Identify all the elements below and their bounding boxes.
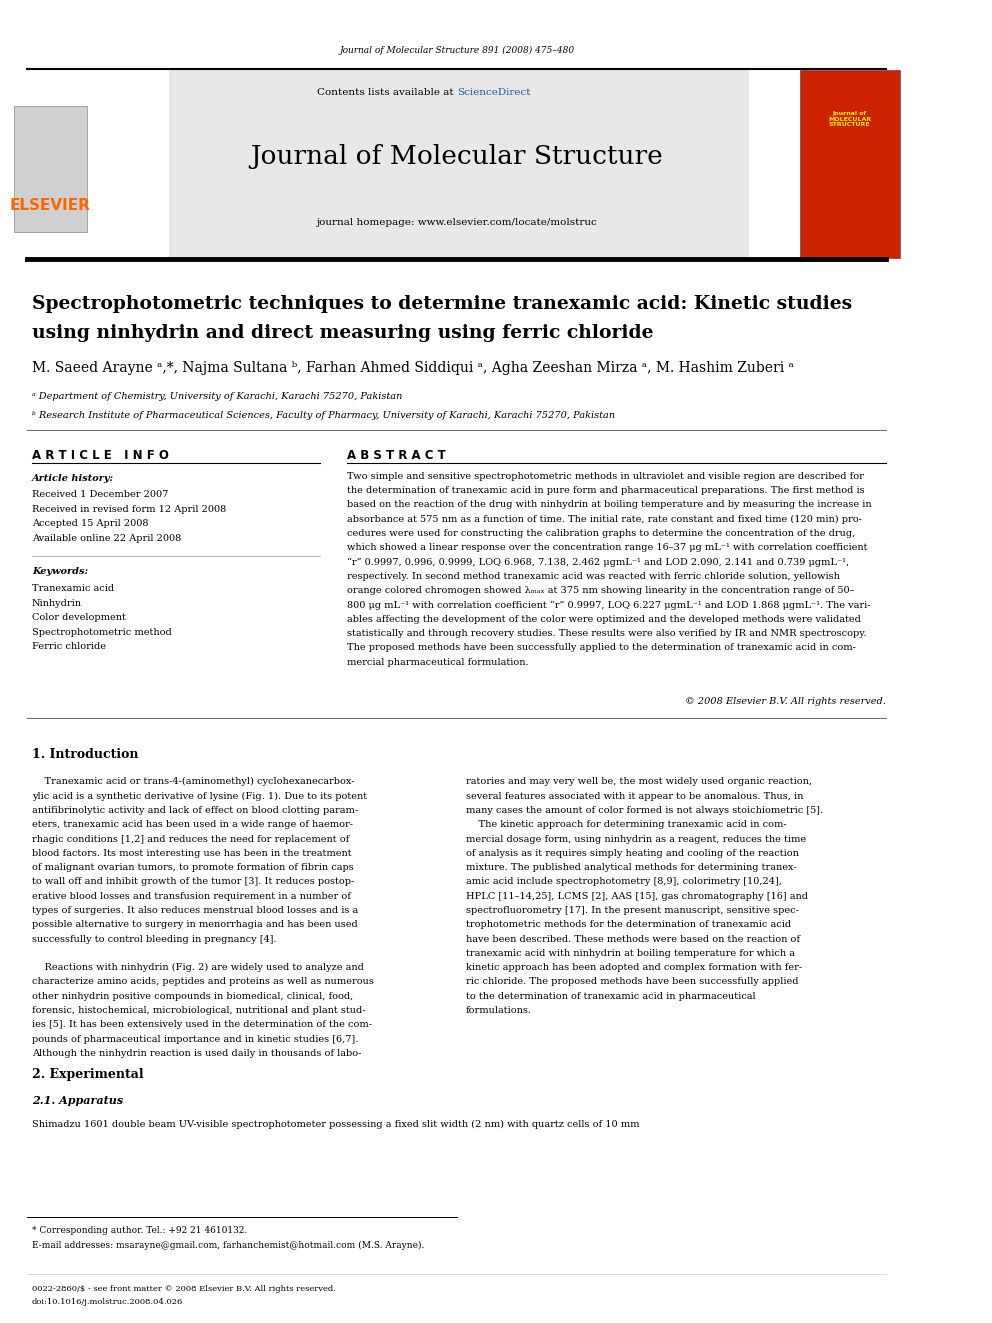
Text: successfully to control bleeding in pregnancy [4].: successfully to control bleeding in preg… — [32, 934, 277, 943]
Text: ᵃ Department of Chemistry, University of Karachi, Karachi 75270, Pakistan: ᵃ Department of Chemistry, University of… — [32, 393, 403, 401]
Text: pounds of pharmaceutical importance and in kinetic studies [6,7].: pounds of pharmaceutical importance and … — [32, 1035, 358, 1044]
Text: ies [5]. It has been extensively used in the determination of the com-: ies [5]. It has been extensively used in… — [32, 1020, 372, 1029]
Text: ric chloride. The proposed methods have been successfully applied: ric chloride. The proposed methods have … — [466, 978, 799, 987]
Text: The proposed methods have been successfully applied to the determination of tran: The proposed methods have been successfu… — [347, 643, 856, 652]
Text: to wall off and inhibit growth of the tumor [3]. It reduces postop-: to wall off and inhibit growth of the tu… — [32, 877, 354, 886]
Text: Available online 22 April 2008: Available online 22 April 2008 — [32, 534, 182, 542]
Text: 0022-2860/$ - see front matter © 2008 Elsevier B.V. All rights reserved.: 0022-2860/$ - see front matter © 2008 El… — [32, 1285, 336, 1293]
Text: Although the ninhydrin reaction is used daily in thousands of labo-: Although the ninhydrin reaction is used … — [32, 1049, 361, 1058]
Text: Ninhydrin: Ninhydrin — [32, 599, 82, 607]
Text: characterize amino acids, peptides and proteins as well as numerous: characterize amino acids, peptides and p… — [32, 978, 374, 987]
Text: Ferric chloride: Ferric chloride — [32, 643, 106, 651]
Text: eters, tranexamic acid has been used in a wide range of haemor-: eters, tranexamic acid has been used in … — [32, 820, 353, 830]
Text: ables affecting the development of the color were optimized and the developed me: ables affecting the development of the c… — [347, 615, 861, 623]
Text: 1. Introduction: 1. Introduction — [32, 747, 139, 761]
Text: the determination of tranexamic acid in pure form and pharmaceutical preparation: the determination of tranexamic acid in … — [347, 486, 865, 495]
Text: cedures were used for constructing the calibration graphs to determine the conce: cedures were used for constructing the c… — [347, 529, 855, 538]
FancyBboxPatch shape — [14, 106, 87, 232]
FancyBboxPatch shape — [169, 70, 749, 258]
Text: mercial pharmaceutical formulation.: mercial pharmaceutical formulation. — [347, 658, 529, 667]
Text: A B S T R A C T: A B S T R A C T — [347, 448, 446, 462]
Text: using ninhydrin and direct measuring using ferric chloride: using ninhydrin and direct measuring usi… — [32, 324, 654, 343]
Text: to the determination of tranexamic acid in pharmaceutical: to the determination of tranexamic acid … — [466, 992, 756, 1000]
Text: Journal of Molecular Structure 891 (2008) 475–480: Journal of Molecular Structure 891 (2008… — [339, 46, 574, 54]
Text: erative blood losses and transfusion requirement in a number of: erative blood losses and transfusion req… — [32, 892, 351, 901]
Text: tranexamic acid with ninhydrin at boiling temperature for which a: tranexamic acid with ninhydrin at boilin… — [466, 949, 795, 958]
Text: 2.1. Apparatus: 2.1. Apparatus — [32, 1095, 123, 1106]
Text: mixture. The published analytical methods for determining tranex-: mixture. The published analytical method… — [466, 863, 797, 872]
Text: “r” 0.9997, 0.996, 0.9999, LOQ 6.968, 7.138, 2.462 μgmL⁻¹ and LOD 2.090, 2.141 a: “r” 0.9997, 0.996, 0.9999, LOQ 6.968, 7.… — [347, 557, 849, 566]
Text: Shimadzu 1601 double beam UV-visible spectrophotometer possessing a fixed slit w: Shimadzu 1601 double beam UV-visible spe… — [32, 1121, 640, 1129]
Text: amic acid include spectrophotometry [8,9], colorimetry [10,24],: amic acid include spectrophotometry [8,9… — [466, 877, 782, 886]
Text: ratories and may very well be, the most widely used organic reaction,: ratories and may very well be, the most … — [466, 778, 812, 786]
Text: Article history:: Article history: — [32, 475, 114, 483]
Text: Contents lists available at: Contents lists available at — [317, 89, 457, 97]
Text: © 2008 Elsevier B.V. All rights reserved.: © 2008 Elsevier B.V. All rights reserved… — [685, 697, 887, 705]
Text: 800 μg mL⁻¹ with correlation coefficient “r” 0.9997, LOQ 6.227 μgmL⁻¹ and LOD 1.: 800 μg mL⁻¹ with correlation coefficient… — [347, 601, 871, 610]
Text: 2. Experimental: 2. Experimental — [32, 1068, 144, 1081]
Text: Tranexamic acid: Tranexamic acid — [32, 585, 114, 593]
Text: Reactions with ninhydrin (Fig. 2) are widely used to analyze and: Reactions with ninhydrin (Fig. 2) are wi… — [32, 963, 364, 972]
Text: Journal of
MOLECULAR
STRUCTURE: Journal of MOLECULAR STRUCTURE — [828, 111, 871, 127]
Text: absorbance at 575 nm as a function of time. The initial rate, rate constant and : absorbance at 575 nm as a function of ti… — [347, 515, 862, 524]
Text: possible alternative to surgery in menorrhagia and has been used: possible alternative to surgery in menor… — [32, 921, 358, 929]
Text: forensic, histochemical, microbiological, nutritional and plant stud-: forensic, histochemical, microbiological… — [32, 1005, 365, 1015]
Text: blood factors. Its most interesting use has been in the treatment: blood factors. Its most interesting use … — [32, 849, 351, 857]
Text: The kinetic approach for determining tranexamic acid in com-: The kinetic approach for determining tra… — [466, 820, 787, 830]
Text: Two simple and sensitive spectrophotometric methods in ultraviolet and visible r: Two simple and sensitive spectrophotomet… — [347, 472, 864, 480]
Text: based on the reaction of the drug with ninhydrin at boiling temperature and by m: based on the reaction of the drug with n… — [347, 500, 872, 509]
Text: HPLC [11–14,25], LCMS [2], AAS [15], gas chromatography [16] and: HPLC [11–14,25], LCMS [2], AAS [15], gas… — [466, 892, 808, 901]
Text: ᵇ Research Institute of Pharmaceutical Sciences, Faculty of Pharmacy, University: ᵇ Research Institute of Pharmaceutical S… — [32, 411, 615, 419]
Text: Spectrophotometric method: Spectrophotometric method — [32, 628, 172, 636]
Text: types of surgeries. It also reduces menstrual blood losses and is a: types of surgeries. It also reduces mens… — [32, 906, 358, 916]
Text: doi:10.1016/j.molstruc.2008.04.026: doi:10.1016/j.molstruc.2008.04.026 — [32, 1298, 184, 1306]
Text: Keywords:: Keywords: — [32, 568, 88, 576]
Text: trophotometric methods for the determination of tranexamic acid: trophotometric methods for the determina… — [466, 921, 792, 929]
Text: spectrofluorometry [17]. In the present manuscript, sensitive spec-: spectrofluorometry [17]. In the present … — [466, 906, 799, 916]
Text: ylic acid is a synthetic derivative of lysine (Fig. 1). Due to its potent: ylic acid is a synthetic derivative of l… — [32, 791, 367, 800]
Text: formulations.: formulations. — [466, 1005, 532, 1015]
Text: M. Saeed Arayne ᵃ,*, Najma Sultana ᵇ, Farhan Ahmed Siddiqui ᵃ, Agha Zeeshan Mirz: M. Saeed Arayne ᵃ,*, Najma Sultana ᵇ, Fa… — [32, 361, 794, 374]
FancyBboxPatch shape — [800, 70, 900, 258]
Text: Spectrophotometric techniques to determine tranexamic acid: Kinetic studies: Spectrophotometric techniques to determi… — [32, 295, 852, 314]
Text: journal homepage: www.elsevier.com/locate/molstruc: journal homepage: www.elsevier.com/locat… — [316, 218, 597, 226]
Text: statistically and through recovery studies. These results were also verified by : statistically and through recovery studi… — [347, 628, 867, 638]
Text: of malignant ovarian tumors, to promote formation of fibrin caps: of malignant ovarian tumors, to promote … — [32, 863, 354, 872]
Text: orange colored chromogen showed λₘₐₓ at 375 nm showing linearity in the concentr: orange colored chromogen showed λₘₐₓ at … — [347, 586, 855, 595]
Text: rhagic conditions [1,2] and reduces the need for replacement of: rhagic conditions [1,2] and reduces the … — [32, 835, 349, 844]
Text: have been described. These methods were based on the reaction of: have been described. These methods were … — [466, 934, 800, 943]
Text: kinetic approach has been adopted and complex formation with fer-: kinetic approach has been adopted and co… — [466, 963, 803, 972]
Text: respectively. In second method tranexamic acid was reacted with ferric chloride : respectively. In second method tranexami… — [347, 572, 840, 581]
Text: Journal of Molecular Structure: Journal of Molecular Structure — [251, 144, 664, 168]
Text: many cases the amount of color formed is not always stoichiometric [5].: many cases the amount of color formed is… — [466, 806, 823, 815]
Text: of analysis as it requires simply heating and cooling of the reaction: of analysis as it requires simply heatin… — [466, 849, 799, 857]
Text: * Corresponding author. Tel.: +92 21 4610132.: * Corresponding author. Tel.: +92 21 461… — [32, 1226, 247, 1234]
Text: Received 1 December 2007: Received 1 December 2007 — [32, 491, 169, 499]
Text: Received in revised form 12 April 2008: Received in revised form 12 April 2008 — [32, 505, 226, 513]
Text: ScienceDirect: ScienceDirect — [457, 89, 531, 97]
Text: E-mail addresses: msarayne@gmail.com, farhanchemist@hotmail.com (M.S. Arayne).: E-mail addresses: msarayne@gmail.com, fa… — [32, 1241, 425, 1249]
Text: A R T I C L E   I N F O: A R T I C L E I N F O — [32, 448, 169, 462]
Text: Tranexamic acid or trans-4-(aminomethyl) cyclohexanecarbox-: Tranexamic acid or trans-4-(aminomethyl)… — [32, 778, 354, 786]
Text: Accepted 15 April 2008: Accepted 15 April 2008 — [32, 520, 149, 528]
Text: Color development: Color development — [32, 614, 126, 622]
Text: antifibrinolytic activity and lack of effect on blood clotting param-: antifibrinolytic activity and lack of ef… — [32, 806, 358, 815]
Text: other ninhydrin positive compounds in biomedical, clinical, food,: other ninhydrin positive compounds in bi… — [32, 992, 353, 1000]
Text: ELSEVIER: ELSEVIER — [10, 197, 90, 213]
Text: which showed a linear response over the concentration range 16–37 μg mL⁻¹ with c: which showed a linear response over the … — [347, 544, 868, 552]
Text: several features associated with it appear to be anomalous. Thus, in: several features associated with it appe… — [466, 791, 804, 800]
Text: mercial dosage form, using ninhydrin as a reagent, reduces the time: mercial dosage form, using ninhydrin as … — [466, 835, 806, 844]
